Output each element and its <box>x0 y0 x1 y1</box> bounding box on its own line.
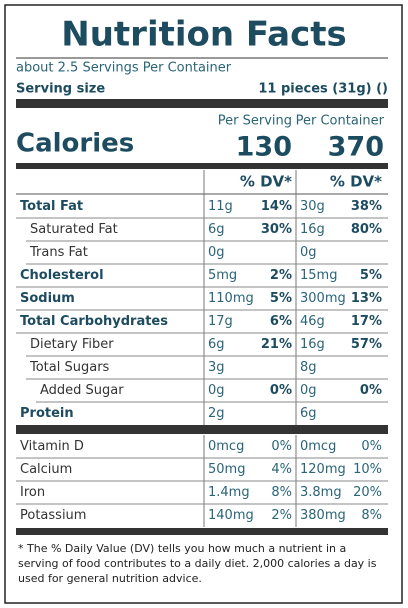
title: Nutrition Facts <box>61 15 346 55</box>
container-amount: 380mg <box>300 508 346 523</box>
container-dv: 0% <box>360 383 382 398</box>
serving-amount: 0g <box>208 383 225 398</box>
serving-amount: 6g <box>208 337 225 352</box>
serving-dv: 5% <box>270 291 292 306</box>
servings: about 2.5 Servings Per Container <box>16 61 232 76</box>
per-container-header: Per Container <box>296 114 385 129</box>
container-amount: 6g <box>300 406 317 421</box>
nutrient-name: Dietary Fiber <box>30 337 114 352</box>
serving-amount: 3g <box>208 360 225 375</box>
container-amount: 16g <box>300 222 325 237</box>
serving-amount: 50mg <box>208 462 245 477</box>
thick-bar <box>16 163 388 169</box>
serving-amount: 17g <box>208 314 233 329</box>
serving-size-value: 11 pieces (31g) () <box>258 82 388 97</box>
serving-size-label: Serving size <box>16 82 105 97</box>
calories-serving: 130 <box>236 132 292 163</box>
footnote: * The % Daily Value (DV) tells you how m… <box>18 542 377 585</box>
nutrient-name: Iron <box>20 485 45 500</box>
container-amount: 0g <box>300 245 317 260</box>
nutrient-name: Total Sugars <box>29 360 110 375</box>
container-amount: 46g <box>300 314 325 329</box>
calories-container: 370 <box>328 132 384 163</box>
serving-dv: 2% <box>271 508 292 523</box>
container-dv: 8% <box>361 508 382 523</box>
label-border <box>4 4 403 604</box>
thick-bar <box>16 425 388 434</box>
serving-amount: 1.4mg <box>208 485 250 500</box>
container-dv: 38% <box>351 199 382 214</box>
nutrient-name: Vitamin D <box>20 439 84 454</box>
container-dv: 10% <box>353 462 382 477</box>
calories-label: Calories <box>16 129 134 159</box>
serving-dv: 2% <box>270 268 292 283</box>
serving-dv: 0% <box>270 383 292 398</box>
serving-amount: 11g <box>208 199 233 214</box>
container-amount: 120mg <box>300 462 346 477</box>
nutrient-name: Saturated Fat <box>30 222 118 237</box>
container-dv: 57% <box>351 337 382 352</box>
container-dv: 17% <box>351 314 382 329</box>
serving-amount: 140mg <box>208 508 254 523</box>
container-dv: 5% <box>360 268 382 283</box>
dv-header: % DV* <box>330 173 382 191</box>
serving-dv: 6% <box>270 314 292 329</box>
thick-bar <box>16 528 388 535</box>
container-dv: 20% <box>353 485 382 500</box>
container-amount: 8g <box>300 360 317 375</box>
nutrient-name: Total Fat <box>20 199 83 214</box>
serving-amount: 0g <box>208 245 225 260</box>
container-dv: 80% <box>351 222 382 237</box>
container-amount: 16g <box>300 337 325 352</box>
container-dv: 0% <box>361 439 382 454</box>
serving-amount: 5mg <box>208 268 237 283</box>
nutrient-name: Protein <box>20 406 74 421</box>
container-amount: 0mcg <box>300 439 336 454</box>
serving-amount: 2g <box>208 406 225 421</box>
serving-dv: 8% <box>271 485 292 500</box>
container-amount: 300mg <box>300 291 346 306</box>
per-serving-header: Per Serving <box>218 114 292 129</box>
nutrient-name: Cholesterol <box>20 268 104 283</box>
serving-dv: 30% <box>261 222 292 237</box>
container-amount: 3.8mg <box>300 485 342 500</box>
container-amount: 15mg <box>300 268 337 283</box>
nutrient-name: Calcium <box>20 462 72 477</box>
container-dv: 13% <box>351 291 382 306</box>
nutrient-name: Added Sugar <box>40 383 124 398</box>
serving-dv: 0% <box>271 439 292 454</box>
nutrient-name: Potassium <box>20 508 86 523</box>
container-amount: 30g <box>300 199 325 214</box>
serving-amount: 6g <box>208 222 225 237</box>
serving-amount: 0mcg <box>208 439 244 454</box>
serving-dv: 21% <box>261 337 292 352</box>
dv-header: % DV* <box>240 173 292 191</box>
nutrient-name: Sodium <box>20 291 75 306</box>
serving-amount: 110mg <box>208 291 254 306</box>
serving-dv: 14% <box>261 199 292 214</box>
container-amount: 0g <box>300 383 317 398</box>
serving-dv: 4% <box>271 462 292 477</box>
thick-bar <box>16 99 388 108</box>
nutrient-name: Total Carbohydrates <box>20 314 168 329</box>
nutrient-name: Trans Fat <box>29 245 88 260</box>
